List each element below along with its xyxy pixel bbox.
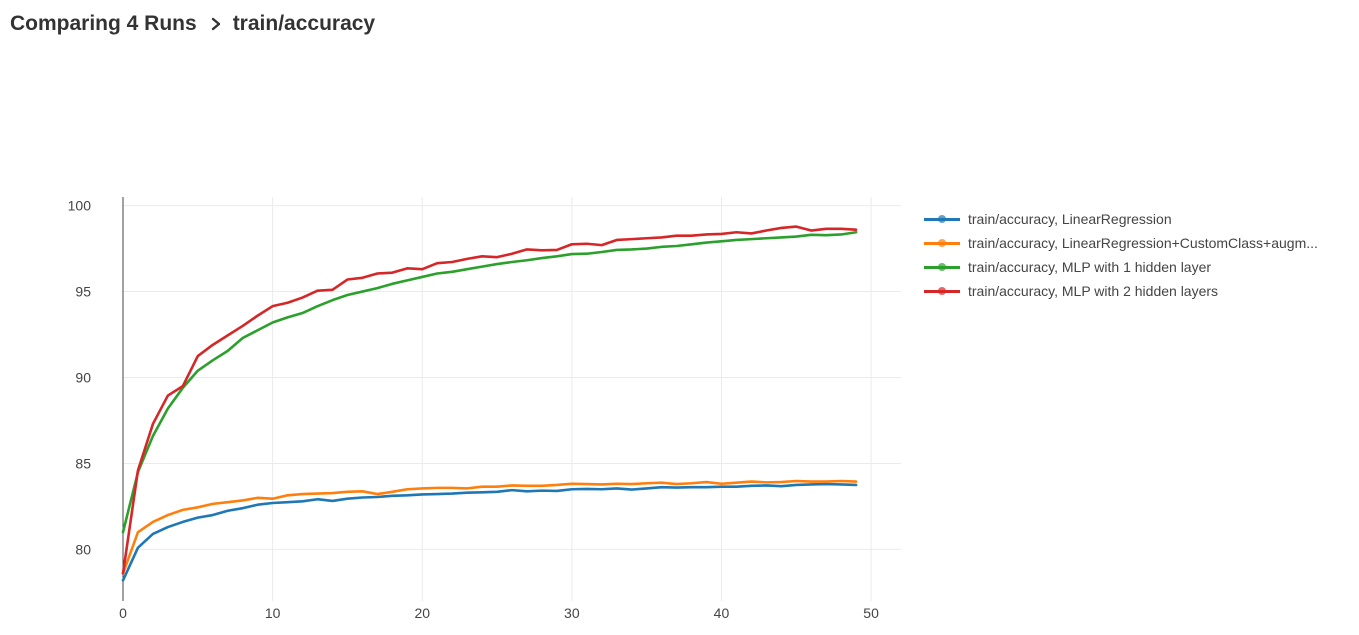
x-tick-label: 10 <box>265 605 281 621</box>
breadcrumb-current: train/accuracy <box>232 12 376 35</box>
y-tick-label: 90 <box>75 370 91 386</box>
series-line-1 <box>121 482 858 582</box>
legend-swatch <box>924 285 960 297</box>
legend-swatch <box>924 237 960 249</box>
legend-item-2[interactable]: train/accuracy, LinearRegression+CustomC… <box>924 231 1318 255</box>
legend-item-4[interactable]: train/accuracy, MLP with 2 hidden layers <box>924 279 1318 303</box>
x-tick-label: 20 <box>414 605 430 621</box>
legend-label: train/accuracy, LinearRegression+CustomC… <box>968 235 1318 251</box>
legend-item-1[interactable]: train/accuracy, LinearRegression <box>924 207 1318 231</box>
y-tick-label: 80 <box>75 541 91 557</box>
breadcrumb: Comparing 4 Runs train/accuracy <box>10 12 375 36</box>
series-line-4 <box>121 225 858 575</box>
chart-legend: train/accuracy, LinearRegression train/ac… <box>924 207 1318 303</box>
y-tick-label: 95 <box>75 284 91 300</box>
y-tick-label: 85 <box>75 455 91 471</box>
y-tick-label: 100 <box>68 198 92 214</box>
x-tick-label: 50 <box>863 605 879 621</box>
series-line-2 <box>121 479 858 575</box>
legend-item-3[interactable]: train/accuracy, MLP with 1 hidden layer <box>924 255 1318 279</box>
x-tick-label: 30 <box>564 605 580 621</box>
legend-swatch <box>924 261 960 273</box>
chevron-right-icon <box>211 17 221 31</box>
legend-label: train/accuracy, LinearRegression <box>968 211 1172 227</box>
legend-swatch <box>924 213 960 225</box>
series-line-3 <box>121 230 858 534</box>
breadcrumb-parent[interactable]: Comparing 4 Runs <box>10 12 197 35</box>
x-tick-label: 0 <box>119 605 127 621</box>
legend-label: train/accuracy, MLP with 2 hidden layers <box>968 283 1219 299</box>
legend-label: train/accuracy, MLP with 1 hidden layer <box>968 259 1212 275</box>
x-tick-label: 40 <box>714 605 730 621</box>
